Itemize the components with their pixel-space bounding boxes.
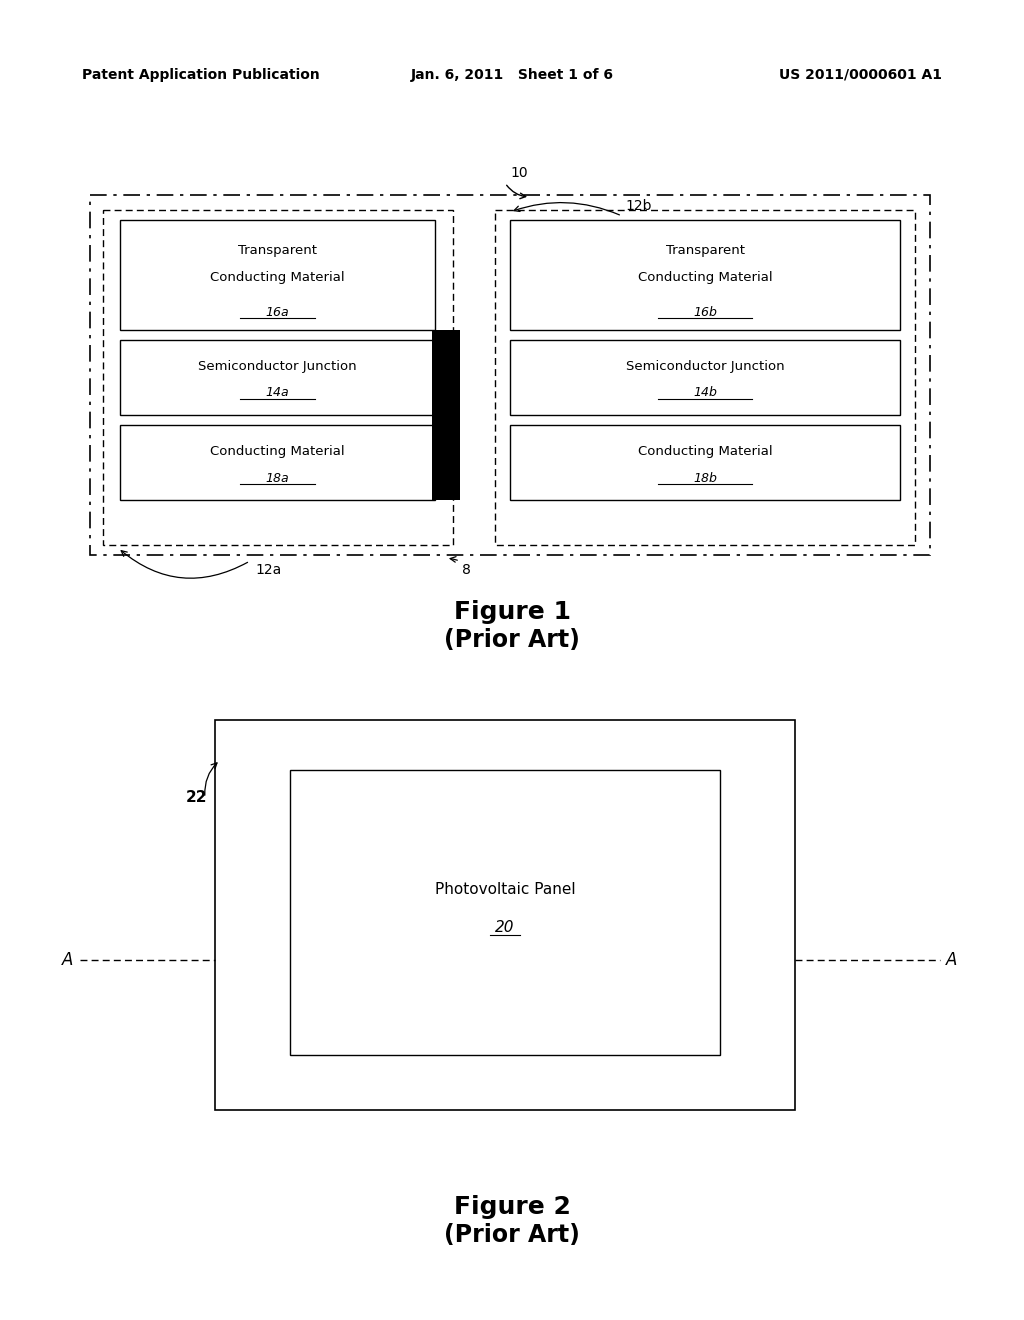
Bar: [290, 770, 720, 1055]
Bar: [510, 425, 900, 500]
Text: 14b: 14b: [693, 387, 717, 400]
Text: Conducting Material: Conducting Material: [210, 271, 345, 284]
Bar: [510, 341, 900, 414]
Text: Semiconductor Junction: Semiconductor Junction: [199, 360, 356, 372]
Text: Transparent: Transparent: [666, 244, 744, 257]
Text: Conducting Material: Conducting Material: [210, 445, 345, 458]
Text: 12b: 12b: [625, 199, 651, 213]
Text: A: A: [62, 950, 74, 969]
Text: 18b: 18b: [693, 471, 717, 484]
Text: A: A: [946, 950, 957, 969]
Bar: [120, 425, 435, 500]
Text: 10: 10: [510, 166, 527, 180]
Bar: [103, 210, 453, 545]
Bar: [90, 195, 930, 554]
Bar: [495, 210, 915, 545]
Text: Patent Application Publication: Patent Application Publication: [82, 69, 319, 82]
Text: 12a: 12a: [255, 564, 282, 577]
Text: 14a: 14a: [265, 387, 290, 400]
Text: Jan. 6, 2011   Sheet 1 of 6: Jan. 6, 2011 Sheet 1 of 6: [411, 69, 613, 82]
Text: Photovoltaic Panel: Photovoltaic Panel: [434, 883, 575, 898]
Bar: [120, 220, 435, 330]
Text: Conducting Material: Conducting Material: [638, 445, 772, 458]
Text: Conducting Material: Conducting Material: [638, 271, 772, 284]
Text: 16a: 16a: [265, 306, 290, 319]
Bar: [432, 330, 460, 500]
Text: (Prior Art): (Prior Art): [444, 628, 580, 652]
Text: 8: 8: [462, 564, 471, 577]
Text: 20: 20: [496, 920, 515, 935]
Text: 16b: 16b: [693, 306, 717, 319]
Text: Semiconductor Junction: Semiconductor Junction: [626, 360, 784, 372]
Text: Transparent: Transparent: [238, 244, 317, 257]
Text: US 2011/0000601 A1: US 2011/0000601 A1: [779, 69, 942, 82]
Bar: [215, 719, 795, 1110]
Text: Figure 2: Figure 2: [454, 1195, 570, 1218]
Bar: [510, 220, 900, 330]
Text: (Prior Art): (Prior Art): [444, 1224, 580, 1247]
Text: 18a: 18a: [265, 471, 290, 484]
Text: Figure 1: Figure 1: [454, 601, 570, 624]
Text: 22: 22: [185, 789, 207, 805]
Bar: [120, 341, 435, 414]
